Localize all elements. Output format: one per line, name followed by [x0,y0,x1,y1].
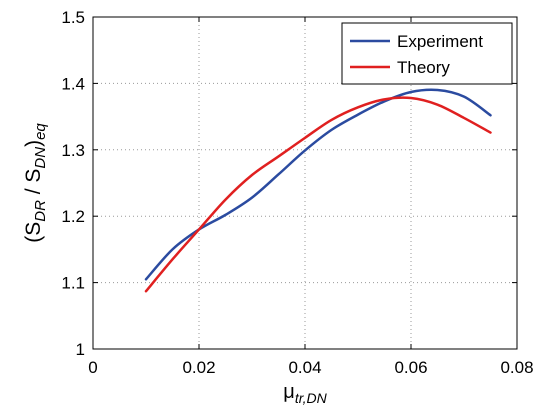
x-axis-label-subscript: tr,DN [295,390,328,406]
x-tick-label: 0 [88,358,97,377]
y-tick-label: 1.2 [61,207,85,226]
y-tick-label: 1.4 [61,74,85,93]
y-axis-label: (SDR / SDN)eq [22,123,49,243]
y-tick-label: 1.5 [61,8,85,27]
x-tick-label: 0.02 [182,358,215,377]
y-tick-label: 1 [76,340,85,359]
x-tick-label: 0.08 [500,358,533,377]
legend: Experiment Theory [341,22,513,85]
legend-label-experiment: Experiment [397,32,483,51]
y-axis-label-sub-dr: DR [32,200,49,222]
x-axis-label-main: μ [283,381,295,403]
x-axis-label: μtr,DN [283,381,327,406]
y-axis-label-sub-eq: eq [32,123,49,140]
legend-box [341,22,513,85]
y-axis-label-open: (S [22,222,45,243]
x-tick-label: 0.06 [394,358,427,377]
y-axis-label-mid: / S [22,169,45,201]
series-lines [144,88,492,293]
series-line-theory [144,96,492,293]
x-tick-label: 0.04 [288,358,321,377]
y-tick-label: 1.3 [61,141,85,160]
axis-ticks: 0 0.02 0.04 0.06 0.08 1 1.1 1.2 1.3 1.4 1.5 [61,8,533,377]
legend-label-theory: Theory [397,58,450,77]
y-tick-label: 1.1 [61,274,85,293]
y-axis-label-sub-dn: DN [32,147,49,169]
y-axis-label-close: ) [22,140,45,147]
